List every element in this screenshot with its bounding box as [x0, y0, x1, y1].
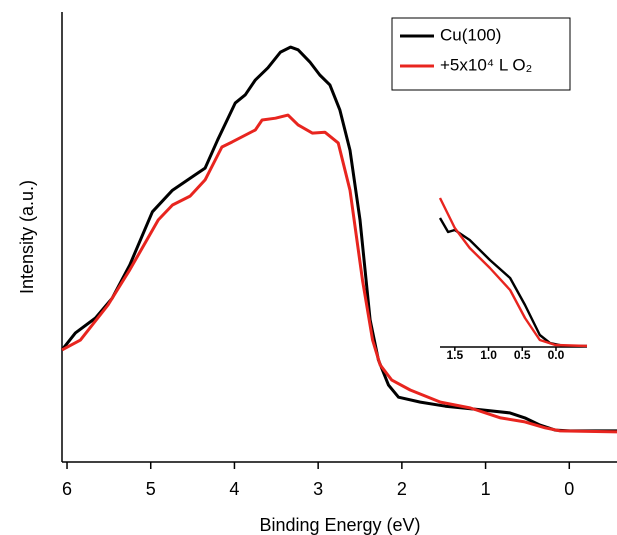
x-tick-label: 1.5: [446, 348, 463, 362]
x-tick-label: 1.0: [480, 348, 497, 362]
x-tick-label: 4: [229, 479, 239, 499]
x-tick-label: 2: [397, 479, 407, 499]
x-axis-label: Binding Energy (eV): [259, 515, 420, 535]
x-tick-label: 0: [564, 479, 574, 499]
x-tick-label: 1: [481, 479, 491, 499]
legend-label: Cu(100): [440, 25, 501, 44]
x-tick-label: 5: [146, 479, 156, 499]
y-axis-label: Intensity (a.u.): [17, 180, 37, 294]
x-tick-label: 0.5: [514, 348, 531, 362]
data-line: [438, 197, 588, 348]
x-tick-label: 6: [62, 479, 72, 499]
legend-box: [391, 17, 571, 91]
data-line: [61, 113, 617, 434]
x-tick-label: 0.0: [548, 348, 565, 362]
data-line: [60, 45, 617, 433]
legend-label: +5x10⁴ L O₂: [440, 55, 532, 74]
x-tick-label: 3: [313, 479, 323, 499]
